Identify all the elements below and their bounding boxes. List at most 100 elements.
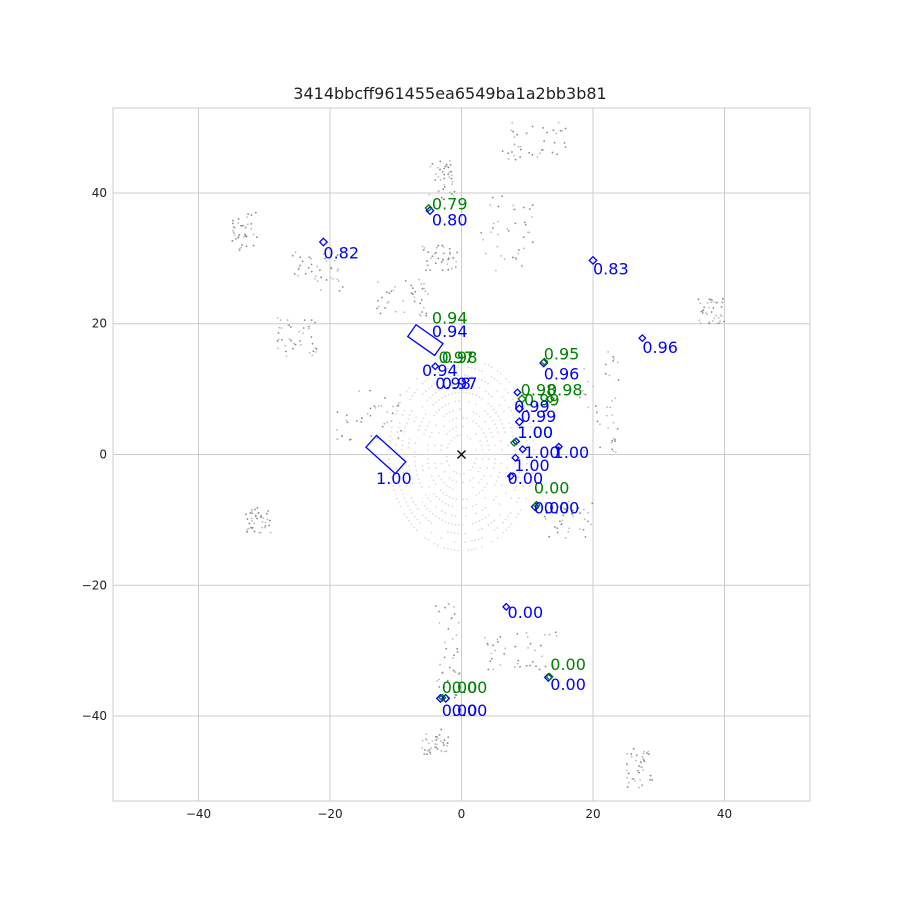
lidar-point [569, 504, 572, 507]
lidar-point [497, 431, 500, 434]
lidar-point [498, 404, 501, 406]
lidar-point [415, 469, 418, 472]
lidar-point [430, 475, 433, 478]
lidar-point [560, 523, 563, 525]
lidar-point [564, 146, 567, 149]
lidar-point [455, 417, 458, 420]
lidar-point [262, 517, 265, 519]
detection-boxes [318, 203, 647, 703]
lidar-point [544, 665, 547, 668]
lidar-point [443, 177, 446, 180]
lidar-point [422, 393, 425, 395]
lidar-point [424, 290, 427, 293]
lidar-point [439, 448, 442, 451]
lidar-point [502, 531, 505, 534]
lidar-point [514, 158, 517, 161]
lidar-point [581, 389, 584, 392]
lidar-point [337, 280, 340, 283]
lidar-point [383, 422, 386, 425]
lidar-point [525, 497, 527, 500]
lidar-point [486, 644, 489, 647]
lidar-point [338, 290, 341, 292]
lidar-point [719, 320, 721, 323]
lidar-point [508, 422, 511, 425]
lidar-point [497, 220, 499, 223]
lidar-point [470, 540, 473, 542]
lidar-point [331, 277, 334, 280]
lidar-point [541, 655, 543, 658]
lidar-point [314, 275, 317, 278]
lidar-point [519, 509, 522, 512]
lidar-point [479, 466, 482, 469]
lidar-point [579, 528, 581, 530]
lidar-point [457, 621, 460, 624]
lidar-point [374, 406, 377, 409]
lidar-point [640, 761, 643, 764]
lidar-point [507, 515, 510, 518]
lidar-point [436, 680, 439, 682]
lidar-point [708, 322, 711, 325]
lidar-point [396, 409, 398, 412]
lidar-point [635, 759, 637, 762]
lidar-point [246, 528, 249, 531]
lidar-point [533, 449, 535, 451]
lidar-point [442, 741, 445, 744]
lidar-point [451, 514, 453, 517]
lidar-point [448, 495, 451, 498]
lidar-point [341, 435, 343, 438]
lidar-point [497, 415, 500, 418]
lidar-point [401, 449, 403, 451]
lidar-point [439, 160, 442, 163]
lidar-point [529, 642, 532, 645]
lidar-point [444, 606, 447, 609]
lidar-point [441, 387, 444, 390]
lidar-point [451, 523, 453, 525]
lidar-point [325, 279, 328, 281]
lidar-point [308, 325, 310, 328]
lidar-point [430, 746, 432, 749]
lidar-point [712, 301, 715, 304]
lidar-point [440, 196, 443, 199]
lidar-point [426, 292, 429, 295]
lidar-point [626, 776, 628, 779]
lidar-point [416, 473, 419, 476]
lidar-point [505, 378, 508, 380]
lidar-point [712, 307, 715, 309]
lidar-point [242, 224, 244, 227]
lidar-point [345, 419, 348, 422]
lidar-point [396, 405, 398, 408]
lidar-point [373, 405, 376, 407]
lidar-point [556, 527, 559, 529]
lidar-point [245, 225, 248, 228]
lidar-point [649, 774, 652, 777]
lidar-point [489, 204, 492, 206]
lidar-point [453, 194, 455, 197]
lidar-point [509, 512, 512, 515]
lidar-point [471, 466, 474, 469]
lidar-point [510, 410, 513, 412]
lidar-point [583, 449, 586, 452]
lidar-point [320, 276, 322, 279]
lidar-point [478, 425, 481, 428]
lidar-point [423, 433, 425, 436]
lidar-point [442, 481, 445, 484]
lidar-point [638, 765, 640, 767]
lidar-point [498, 471, 501, 474]
lidar-point [432, 492, 435, 495]
lidar-point [487, 668, 490, 671]
lidar-point [396, 430, 399, 433]
lidar-point [439, 179, 442, 181]
lidar-point [490, 366, 493, 368]
lidar-point [443, 183, 445, 186]
lidar-point [415, 416, 418, 419]
lidar-point [708, 298, 711, 301]
lidar-point [404, 480, 407, 483]
lidar-point [617, 379, 620, 381]
lidar-point [299, 340, 302, 342]
lidar-point [398, 422, 401, 425]
lidar-point [514, 208, 516, 211]
lidar-point [388, 439, 391, 442]
lidar-point [469, 479, 471, 482]
x-tick-label: 20 [585, 807, 600, 821]
lidar-point [418, 278, 421, 281]
